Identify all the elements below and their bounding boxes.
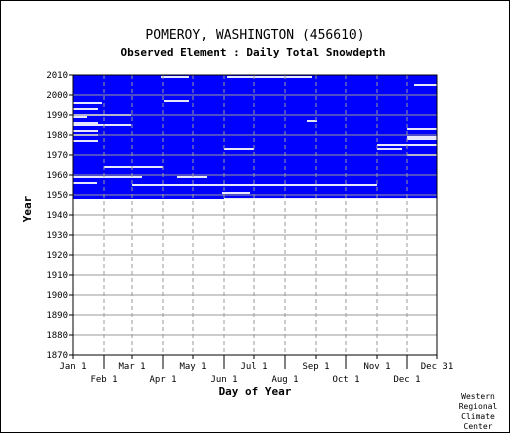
missing-segment bbox=[73, 140, 98, 142]
missing-segment bbox=[224, 198, 437, 200]
y-tick-label: 2010 bbox=[46, 71, 68, 81]
y-tick-label: 1950 bbox=[46, 191, 68, 201]
x-tick-label: Mar 1 bbox=[118, 362, 145, 372]
credit-line: Center bbox=[464, 422, 493, 431]
x-tick-label: Nov 1 bbox=[363, 362, 390, 372]
missing-segment bbox=[73, 130, 98, 132]
y-tick-label: 1990 bbox=[46, 111, 68, 121]
missing-segment bbox=[73, 108, 98, 110]
credit-line: Climate bbox=[461, 412, 495, 421]
y-tick-label: 1880 bbox=[46, 331, 68, 341]
missing-segment bbox=[73, 124, 131, 126]
y-tick-label: 2000 bbox=[46, 91, 68, 101]
missing-segment bbox=[104, 166, 163, 168]
x-tick-label: Oct 1 bbox=[332, 375, 359, 385]
y-axis-label: Year bbox=[21, 195, 34, 222]
missing-segment bbox=[73, 176, 142, 178]
grid-layer bbox=[73, 75, 437, 355]
missing-segment bbox=[132, 184, 377, 186]
missing-segment bbox=[227, 76, 312, 78]
missing-segment bbox=[224, 148, 254, 150]
missing-segment bbox=[407, 136, 437, 138]
missing-segment bbox=[307, 120, 317, 122]
y-tick-label: 1970 bbox=[46, 151, 68, 161]
chart-title: POMEROY, WASHINGTON (456610) bbox=[145, 28, 364, 43]
x-axis-label: Day of Year bbox=[219, 385, 292, 398]
missing-segment bbox=[73, 116, 87, 118]
chart-subtitle: Observed Element : Daily Total Snowdepth bbox=[121, 46, 386, 59]
y-tick-label: 1940 bbox=[46, 211, 68, 221]
credit-block: Western Regional Climate Center bbox=[459, 392, 498, 431]
y-tick-label: 1920 bbox=[46, 251, 68, 261]
missing-segment bbox=[407, 128, 437, 130]
y-tick-label: 1900 bbox=[46, 291, 68, 301]
y-tick-label: 1870 bbox=[46, 351, 68, 361]
x-tick-label: May 1 bbox=[179, 362, 206, 372]
missing-segment bbox=[177, 176, 207, 178]
y-tick-label: 1980 bbox=[46, 131, 68, 141]
missing-segment bbox=[407, 138, 437, 140]
missing-segment bbox=[73, 182, 97, 184]
y-tick-label: 1960 bbox=[46, 171, 68, 181]
credit-line: Western bbox=[461, 392, 495, 401]
missing-segment bbox=[73, 102, 102, 104]
x-tick-label: Jun 1 bbox=[210, 375, 237, 385]
credit-line: Regional bbox=[459, 402, 498, 411]
x-tick-label: Dec 31 bbox=[421, 362, 454, 372]
missing-segment bbox=[73, 122, 98, 124]
x-tick-label: Dec 1 bbox=[393, 375, 420, 385]
missing-segment bbox=[377, 148, 402, 150]
missing-segment bbox=[414, 84, 437, 86]
x-tick-label: Feb 1 bbox=[90, 375, 117, 385]
x-tick-label: Jul 1 bbox=[240, 362, 267, 372]
y-tick-label: 1890 bbox=[46, 311, 68, 321]
missing-segment bbox=[164, 100, 189, 102]
data-period-block bbox=[73, 75, 437, 199]
missing-segment bbox=[222, 192, 250, 194]
y-tick-label: 1910 bbox=[46, 271, 68, 281]
x-tick-label: Jan 1 bbox=[59, 362, 86, 372]
missing-segment bbox=[161, 76, 189, 78]
data-layer bbox=[73, 75, 437, 200]
x-tick-label: Sep 1 bbox=[302, 362, 329, 372]
x-tick-label: Apr 1 bbox=[149, 375, 176, 385]
tick-labels: 1870 1880 1890 1900 1910 1920 1930 1940 1950 1960… bbox=[46, 71, 453, 385]
x-tick-label: Aug 1 bbox=[271, 375, 298, 385]
y-tick-label: 1930 bbox=[46, 231, 68, 241]
